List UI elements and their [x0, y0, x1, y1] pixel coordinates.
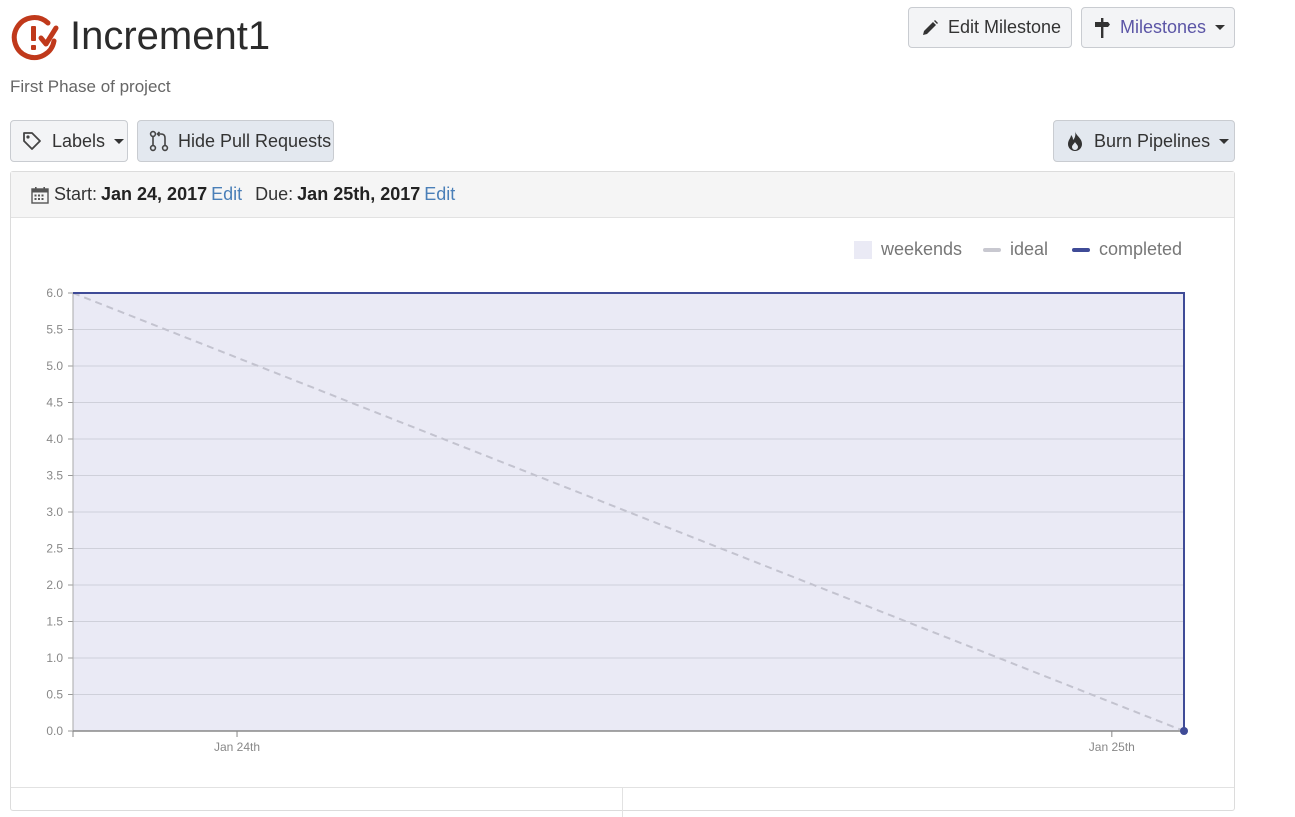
- legend-completed[interactable]: completed: [1072, 239, 1182, 260]
- due-label: Due:: [255, 184, 294, 204]
- legend-weekends-label: weekends: [881, 239, 963, 259]
- y-tick-label: 0.0: [46, 724, 63, 738]
- legend-weekends-swatch: [854, 240, 872, 259]
- chevron-down-icon: [1219, 138, 1230, 144]
- tag-icon: [22, 131, 42, 151]
- x-tick-label: Jan 24th: [214, 740, 260, 754]
- burn-pipelines-label: Burn Pipelines: [1094, 130, 1211, 151]
- completed-end-point: [1180, 727, 1188, 735]
- y-tick-label: 0.5: [46, 688, 63, 702]
- milestone-logo-icon: [10, 14, 60, 64]
- edit-due-date-link[interactable]: Edit: [424, 184, 456, 204]
- y-tick-label: 2.0: [46, 578, 63, 592]
- legend-completed-swatch: [1072, 247, 1090, 252]
- burn-pipelines-dropdown[interactable]: Burn Pipelines: [1053, 120, 1235, 162]
- labels-dropdown[interactable]: Labels: [10, 120, 128, 162]
- burndown-chart: 0.0 0.5 1.0 1.5 2.0 2.5 3.0 3.5 4.0 4.5 5.0 5.5 6.0 J…: [46, 286, 1188, 754]
- y-tick-label: 1.5: [46, 615, 63, 629]
- y-tick-label: 3.0: [46, 505, 63, 519]
- fire-icon: [1066, 130, 1084, 152]
- y-tick-label: 4.5: [46, 396, 63, 410]
- x-tick-label: Jan 25th: [1089, 740, 1135, 754]
- milestones-label: Milestones: [1120, 17, 1207, 37]
- pencil-icon: [921, 19, 939, 37]
- signpost-icon: [1094, 17, 1110, 39]
- pull-request-icon: [149, 130, 169, 152]
- y-tick-label: 3.5: [46, 469, 63, 483]
- legend-weekends[interactable]: weekends: [854, 239, 962, 260]
- chevron-down-icon: [1215, 25, 1226, 30]
- page-subtitle: First Phase of project: [10, 77, 171, 96]
- chevron-down-icon: [114, 138, 125, 144]
- y-tick-label: 1.0: [46, 651, 63, 665]
- edit-start-date-link[interactable]: Edit: [211, 184, 243, 204]
- edit-milestone-button[interactable]: Edit Milestone: [908, 7, 1072, 48]
- y-tick-label: 5.5: [46, 323, 63, 337]
- due-date: Jan 25th, 2017: [297, 184, 421, 204]
- y-tick-label: 6.0: [46, 286, 63, 300]
- y-tick-label: 2.5: [46, 542, 63, 556]
- start-label: Start:: [54, 184, 98, 204]
- legend-ideal-label: ideal: [1010, 239, 1049, 259]
- series-completed-line: [73, 292, 1185, 731]
- milestones-dropdown[interactable]: Milestones: [1081, 7, 1235, 48]
- legend-completed-label: completed: [1099, 239, 1183, 259]
- page-title: Increment1: [70, 14, 271, 58]
- y-tick-label: 5.0: [46, 359, 63, 373]
- calendar-icon: [31, 186, 49, 204]
- legend-ideal[interactable]: ideal: [983, 239, 1048, 260]
- legend-ideal-swatch: [983, 247, 1001, 252]
- hide-pull-requests-label: Hide Pull Requests: [178, 130, 332, 151]
- labels-label: Labels: [52, 130, 106, 151]
- hide-pull-requests-button[interactable]: Hide Pull Requests: [137, 120, 334, 162]
- y-tick-label: 4.0: [46, 432, 63, 446]
- edit-milestone-label: Edit Milestone: [948, 17, 1062, 37]
- milestone-dates-bar: Start: Jan 24, 2017 Edit Due: Jan 25th, …: [11, 172, 1234, 218]
- start-date: Jan 24, 2017: [101, 184, 208, 204]
